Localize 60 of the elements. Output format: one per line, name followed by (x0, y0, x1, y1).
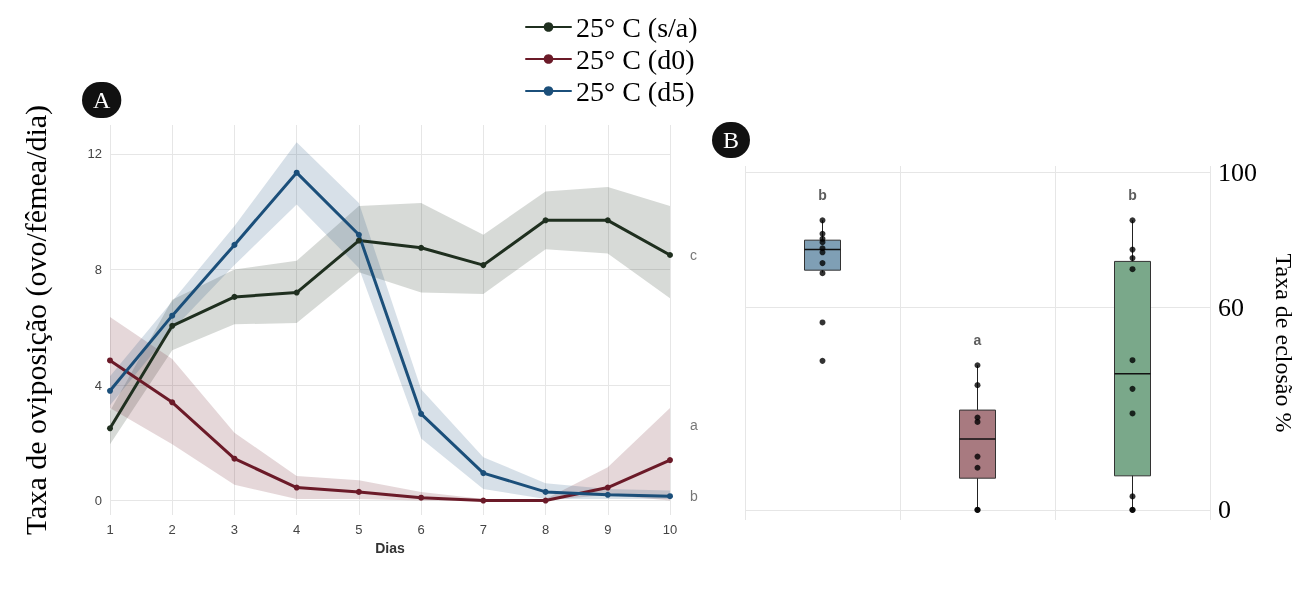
point (480, 470, 487, 477)
y-tick-label: 0 (1218, 495, 1231, 525)
point (667, 457, 673, 464)
y-tick-label: 0 (94, 493, 102, 509)
annotation: b (1128, 187, 1137, 204)
y-axis-title: Taxa de eclosão % (1271, 253, 1297, 433)
point (231, 241, 238, 248)
point (418, 244, 425, 251)
point (293, 484, 300, 491)
x-tick-label: 3 (230, 522, 239, 537)
point (231, 455, 238, 462)
point (604, 491, 611, 498)
x-tick-label: 2 (168, 522, 176, 537)
y-tick-label: 100 (1218, 158, 1257, 188)
y-tick-label: 8 (94, 261, 102, 277)
point (107, 425, 113, 432)
point (418, 410, 425, 417)
annotation: a (973, 332, 982, 349)
x-axis-title: Dias (375, 539, 405, 556)
annotation: a (690, 417, 698, 434)
point (293, 289, 300, 296)
point (480, 262, 487, 269)
annotation: b (690, 488, 698, 505)
x-tick-label: 5 (355, 522, 363, 537)
y-tick-label: 60 (1218, 293, 1244, 323)
point (107, 357, 113, 364)
point (169, 312, 176, 319)
point (355, 488, 362, 495)
point (355, 231, 362, 238)
annotation: b (818, 187, 827, 204)
point (542, 497, 549, 504)
chart-title: A (93, 87, 111, 113)
y-tick-label: 4 (94, 377, 102, 393)
x-tick-label: 7 (479, 522, 487, 537)
annotation: c (690, 247, 697, 263)
x-tick-label: 6 (417, 522, 425, 537)
x-tick-label: 4 (293, 522, 301, 537)
legend-label: 25° C (s/a) (576, 11, 698, 43)
point (418, 494, 425, 501)
point (107, 387, 113, 394)
point (293, 169, 300, 176)
point (542, 488, 549, 495)
legend-label: 25° C (d5) (576, 75, 695, 107)
y-axis-title: Taxa de oviposição (ovo/fêmea/dia) (18, 104, 53, 536)
point (169, 322, 176, 329)
x-tick-label: 1 (106, 522, 114, 537)
point (542, 217, 549, 224)
legend-label: 25° C (d0) (576, 43, 695, 75)
point (667, 252, 673, 258)
point (169, 399, 176, 406)
point (667, 493, 673, 500)
x-tick-label: 10 (662, 522, 678, 537)
x-tick-label: 9 (604, 522, 612, 537)
point (604, 484, 611, 491)
point (231, 293, 238, 300)
x-tick-label: 8 (541, 522, 550, 537)
y-tick-label: 12 (87, 146, 102, 162)
point (355, 237, 362, 244)
point (604, 217, 611, 224)
chart-title: B (723, 127, 740, 153)
